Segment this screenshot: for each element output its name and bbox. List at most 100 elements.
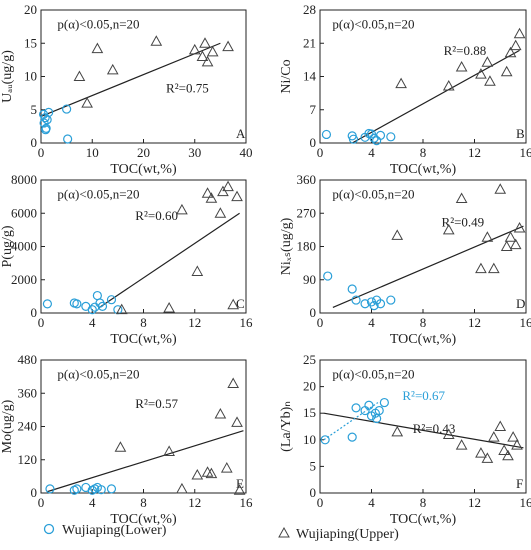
point-upper [475,68,487,79]
x-axis-label: TOC(wt,%) [390,512,457,527]
point-upper [199,37,211,48]
point-lower [372,413,382,424]
point-upper [391,425,404,437]
point-lower [96,485,106,495]
y-tick-label: 28 [303,2,316,17]
y-tick-label: 10 [303,432,316,447]
fit-line [332,225,524,309]
point-lower [351,295,361,305]
x-tick-label: 12 [468,145,481,160]
x-tick-label: 12 [468,315,481,330]
point-lower [106,295,117,305]
panel-c: 0 4 8 12 16 0 2000 4000 6000 8000 TOC(wt,%) P(ug/g)… [0,172,253,347]
y-tick-label: 10 [24,69,37,84]
point-upper [106,63,119,75]
x-tick-label: 16 [520,495,531,510]
point-upper [487,262,500,274]
x-tick-label: 10 [86,145,99,160]
point-upper [205,467,218,479]
point-upper [231,416,243,427]
point-lower [386,295,396,305]
x-tick-label: 8 [140,495,147,510]
point-lower [364,128,374,139]
y-tick-label: 90 [303,272,316,287]
x-tick-label: 8 [420,315,427,330]
point-upper [176,203,188,215]
point-upper [500,240,513,251]
y-axis-label: Ni/Co [279,59,294,93]
point-upper [214,207,227,218]
y-axis-label: (La/Yb)ₙ [279,401,294,452]
panel-a: 0 10 20 30 40 0 5 10 15 20 TOC(wt,%) Uₐᵤ(ug/g) p(α)<… [0,2,253,177]
x-tick-label: 4 [89,315,96,330]
point-upper [114,441,127,452]
fit-line [351,49,520,144]
x-tick-label: 16 [520,315,531,330]
y-tick-label: 360 [297,172,317,187]
point-upper [233,484,246,495]
point-upper [481,56,494,67]
y-tick-label: 4000 [11,239,37,254]
legend-label-lower: Wujiaping(Lower) [62,523,167,538]
panel-e: 0 4 8 12 16 0 120 240 360 480 TOC(wt,%) Mo(ug/g) p(α… [0,352,253,527]
point-upper [201,55,214,67]
y-tick-label: 480 [18,352,38,367]
point-upper [222,40,234,52]
point-lower [44,107,54,118]
y-tick-label: 20 [24,2,37,17]
r-squared-label: R²=0.60 [135,208,178,223]
x-tick-label: 0 [317,315,324,330]
fit-line [323,412,524,449]
y-tick-label: 0 [310,305,317,320]
x-tick-label: 30 [188,145,201,160]
point-upper [163,445,175,456]
panel-letter: E [236,476,244,491]
point-upper [475,262,487,274]
point-lower [41,125,51,135]
point-upper [481,452,494,463]
point-upper [115,303,128,315]
panel-letter: B [516,126,525,141]
point-upper [455,60,468,72]
point-lower [375,130,386,140]
point-upper [513,221,526,233]
point-upper [504,231,517,242]
y-tick-label: 2000 [11,272,37,287]
legend-label-upper: Wujiaping(Upper) [296,527,399,542]
point-upper [513,27,526,39]
r-squared-label-lower: R²=0.67 [402,388,445,403]
x-tick-label: 16 [240,315,254,330]
legend: Wujiaping(Lower) Wujiaping(Upper) [43,523,399,542]
x-tick-label: 16 [520,145,531,160]
panel-letter: A [236,126,246,141]
point-upper [494,183,507,194]
point-upper [214,408,227,419]
y-tick-label: 0 [31,305,38,320]
point-upper [511,439,523,450]
point-lower [379,397,389,408]
point-lower [351,403,361,413]
point-upper [509,238,522,250]
legend-marker-upper [278,526,290,538]
y-tick-label: 8000 [11,172,37,187]
point-upper [220,462,233,473]
x-axis-label: TOC(wt,%) [110,512,177,527]
point-upper [188,43,201,55]
fit-line [40,42,221,117]
point-upper [475,447,487,458]
point-upper [494,420,507,431]
legend-marker-lower [43,523,55,535]
fit-line-lower [323,402,379,441]
y-axis-label: P(ug/g) [0,225,15,267]
point-upper [502,449,514,461]
significance-annotation: p(α)<0.05,n=20 [332,187,414,202]
significance-annotation: p(α)<0.05,n=20 [57,367,139,382]
x-tick-label: 0 [38,145,45,160]
x-tick-label: 12 [188,495,201,510]
point-lower [39,118,49,128]
point-upper [81,97,93,108]
r-squared-label: R²=0.75 [166,80,209,95]
point-lower [374,405,384,416]
point-lower [386,132,396,142]
